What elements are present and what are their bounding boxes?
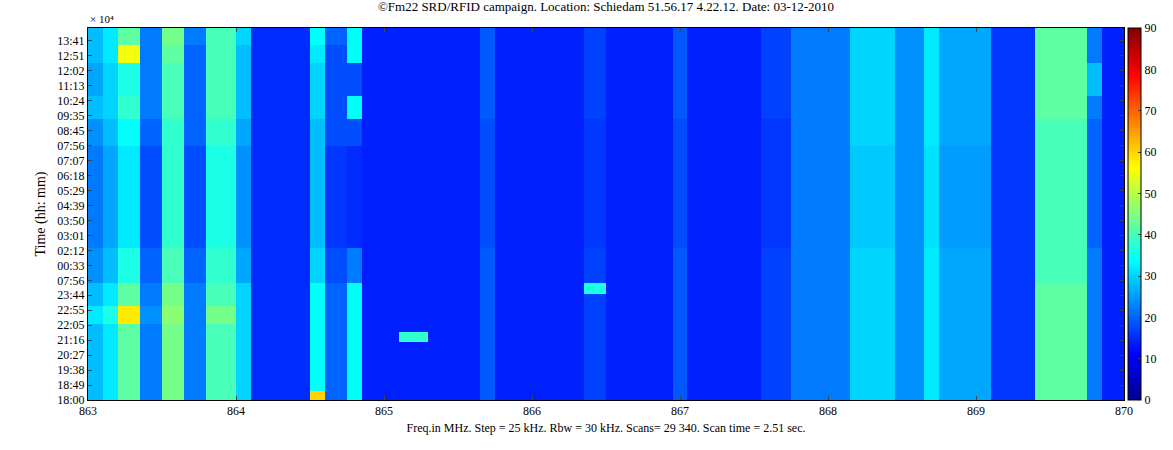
svg-text:22:55: 22:55 bbox=[57, 303, 84, 317]
svg-text:869: 869 bbox=[967, 404, 985, 418]
svg-text:20:27: 20:27 bbox=[57, 348, 84, 362]
svg-text:60: 60 bbox=[1144, 145, 1156, 159]
svg-text:10:24: 10:24 bbox=[57, 94, 84, 108]
svg-text:11:13: 11:13 bbox=[58, 79, 85, 93]
svg-text:03:01: 03:01 bbox=[57, 229, 84, 243]
svg-text:08:45: 08:45 bbox=[57, 124, 84, 138]
svg-text:07:56: 07:56 bbox=[57, 274, 84, 288]
svg-text:864: 864 bbox=[227, 404, 245, 418]
svg-text:18:00: 18:00 bbox=[57, 393, 84, 407]
svg-text:80: 80 bbox=[1144, 63, 1156, 77]
svg-text:868: 868 bbox=[819, 404, 837, 418]
svg-text:09:35: 09:35 bbox=[57, 109, 84, 123]
svg-text:863: 863 bbox=[79, 404, 97, 418]
svg-text:18:49: 18:49 bbox=[57, 378, 84, 392]
svg-text:× 10⁴: × 10⁴ bbox=[90, 13, 114, 25]
svg-text:03:50: 03:50 bbox=[57, 214, 84, 228]
svg-text:90: 90 bbox=[1144, 21, 1156, 35]
svg-text:10: 10 bbox=[1144, 352, 1156, 366]
svg-text:70: 70 bbox=[1144, 104, 1156, 118]
svg-text:06:18: 06:18 bbox=[57, 169, 84, 183]
svg-text:30: 30 bbox=[1144, 269, 1156, 283]
svg-text:22:05: 22:05 bbox=[57, 318, 84, 332]
svg-text:04:39: 04:39 bbox=[57, 199, 84, 213]
svg-text:20: 20 bbox=[1144, 311, 1156, 325]
svg-text:0: 0 bbox=[1144, 393, 1150, 407]
svg-text:12:51: 12:51 bbox=[57, 49, 84, 63]
svg-text:12:02: 12:02 bbox=[57, 64, 84, 78]
svg-text:23:44: 23:44 bbox=[57, 288, 84, 302]
svg-text:Freq.in MHz. Step = 25 kHz. Rb: Freq.in MHz. Step = 25 kHz. Rbw = 30 kHz… bbox=[406, 421, 805, 435]
svg-text:866: 866 bbox=[523, 404, 541, 418]
svg-text:Time (hh: mm): Time (hh: mm) bbox=[33, 171, 49, 256]
svg-text:50: 50 bbox=[1144, 187, 1156, 201]
svg-text:867: 867 bbox=[671, 404, 689, 418]
svg-text:05:29: 05:29 bbox=[57, 184, 84, 198]
svg-text:40: 40 bbox=[1144, 228, 1156, 242]
svg-text:870: 870 bbox=[1115, 404, 1133, 418]
svg-text:19:38: 19:38 bbox=[57, 363, 84, 377]
svg-text:©Fm22 SRD/RFID campaign. Locat: ©Fm22 SRD/RFID campaign. Location: Schie… bbox=[378, 0, 834, 14]
svg-text:07:56: 07:56 bbox=[57, 139, 84, 153]
svg-text:13:41: 13:41 bbox=[57, 34, 84, 48]
svg-text:00:33: 00:33 bbox=[57, 259, 84, 273]
svg-text:02:12: 02:12 bbox=[57, 244, 84, 258]
svg-text:865: 865 bbox=[375, 404, 393, 418]
svg-text:21:16: 21:16 bbox=[57, 333, 84, 347]
svg-text:07:07: 07:07 bbox=[57, 154, 84, 168]
